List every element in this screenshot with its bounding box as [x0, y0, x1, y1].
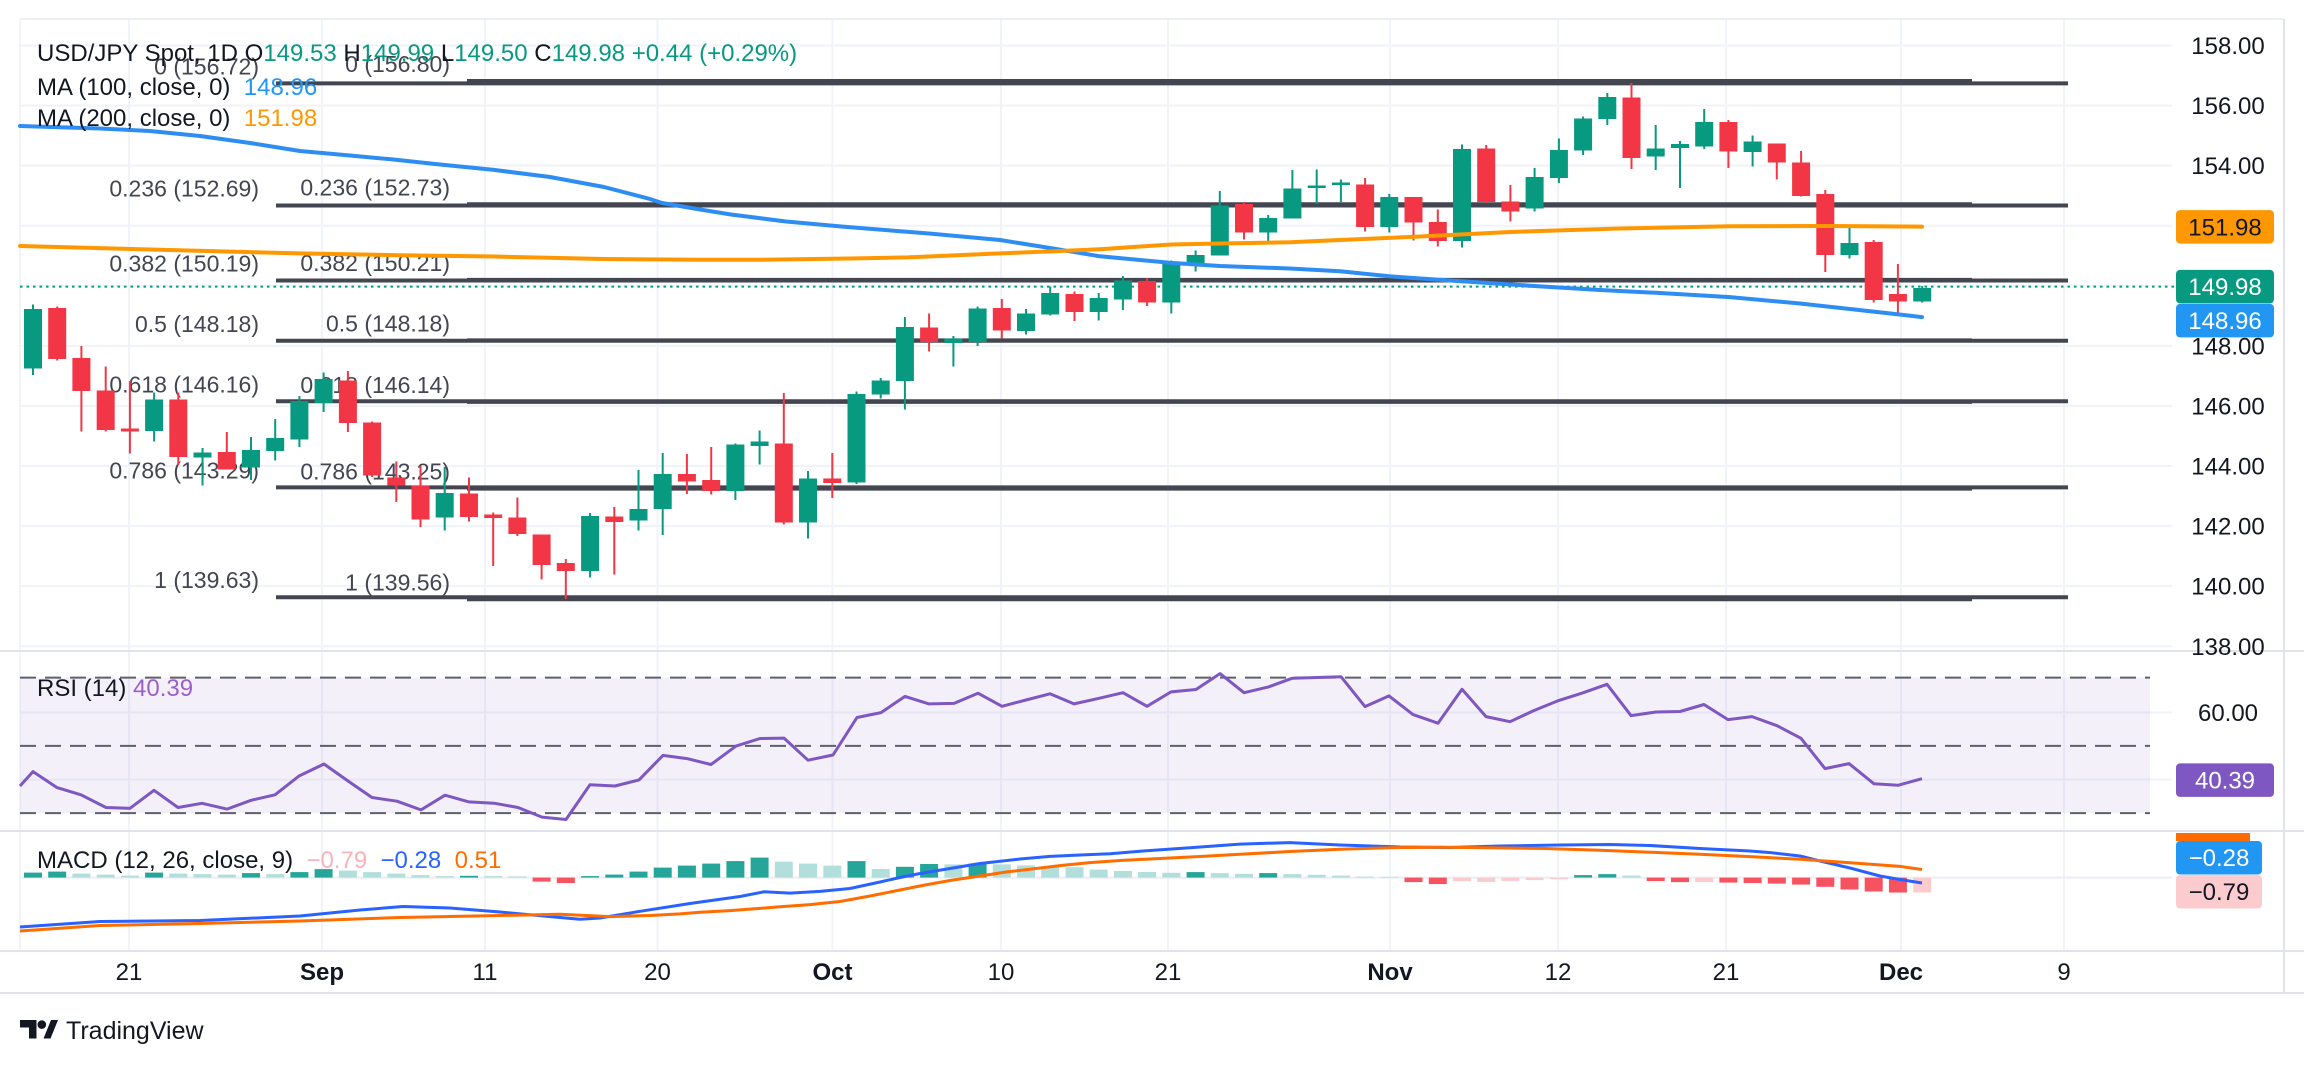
svg-text:0.786 (143.29): 0.786 (143.29) [109, 457, 259, 483]
svg-text:TradingView: TradingView [66, 1017, 205, 1045]
svg-text:RSI (14) 40.39: RSI (14) 40.39 [37, 675, 193, 702]
svg-text:0.618 (146.16): 0.618 (146.16) [109, 371, 259, 397]
svg-text:11: 11 [473, 959, 498, 986]
svg-text:156.00: 156.00 [2191, 93, 2264, 120]
svg-text:60.00: 60.00 [2198, 700, 2258, 727]
svg-text:USD/JPY Spot, 1D O149.53 H149.: USD/JPY Spot, 1D O149.53 H149.99 L149.50… [37, 40, 797, 67]
svg-text:148.00: 148.00 [2191, 333, 2264, 360]
svg-text:0.236 (152.69): 0.236 (152.69) [109, 176, 259, 202]
svg-text:MACD (12, 26, close, 9) −0.79: MACD (12, 26, close, 9) −0.79 −0.28 0.51 [37, 847, 501, 874]
svg-text:10: 10 [988, 959, 1015, 986]
svg-text:158.00: 158.00 [2191, 33, 2264, 60]
svg-text:21: 21 [1713, 959, 1740, 986]
svg-text:1 (139.56): 1 (139.56) [345, 569, 450, 595]
svg-text:154.00: 154.00 [2191, 153, 2264, 180]
svg-text:149.98: 149.98 [2188, 274, 2261, 301]
svg-text:21: 21 [116, 959, 143, 986]
svg-text:Nov: Nov [1367, 959, 1413, 986]
svg-text:148.96: 148.96 [2188, 308, 2261, 335]
svg-text:−0.79: −0.79 [2189, 879, 2250, 906]
svg-text:MA (200, close, 0) 151.98: MA (200, close, 0) 151.98 [37, 105, 317, 132]
svg-text:0.5 (148.18): 0.5 (148.18) [326, 310, 450, 336]
svg-text:−0.28: −0.28 [2189, 845, 2250, 872]
svg-text:20: 20 [644, 959, 671, 986]
svg-text:40.39: 40.39 [2195, 768, 2255, 795]
svg-text:0 (156.72): 0 (156.72) [154, 53, 259, 79]
svg-text:1 (139.63): 1 (139.63) [154, 567, 259, 593]
svg-text:0.236 (152.73): 0.236 (152.73) [300, 174, 450, 200]
svg-text:9: 9 [2057, 959, 2070, 986]
svg-text:0.5 (148.18): 0.5 (148.18) [135, 311, 259, 337]
svg-text:Oct: Oct [812, 959, 852, 986]
svg-text:151.98: 151.98 [2188, 214, 2261, 241]
svg-text:0 (156.80): 0 (156.80) [345, 51, 450, 77]
svg-text:Sep: Sep [300, 959, 344, 986]
svg-text:0.382 (150.19): 0.382 (150.19) [109, 251, 259, 277]
svg-text:12: 12 [1545, 959, 1572, 986]
svg-text:146.00: 146.00 [2191, 394, 2264, 421]
svg-text:MA (100, close, 0) 148.96: MA (100, close, 0) 148.96 [37, 74, 317, 101]
svg-text:138.00: 138.00 [2191, 634, 2264, 661]
svg-text:144.00: 144.00 [2191, 454, 2264, 481]
svg-text:140.00: 140.00 [2191, 574, 2264, 601]
svg-text:21: 21 [1155, 959, 1182, 986]
svg-text:142.00: 142.00 [2191, 514, 2264, 541]
svg-text:Dec: Dec [1879, 959, 1923, 986]
